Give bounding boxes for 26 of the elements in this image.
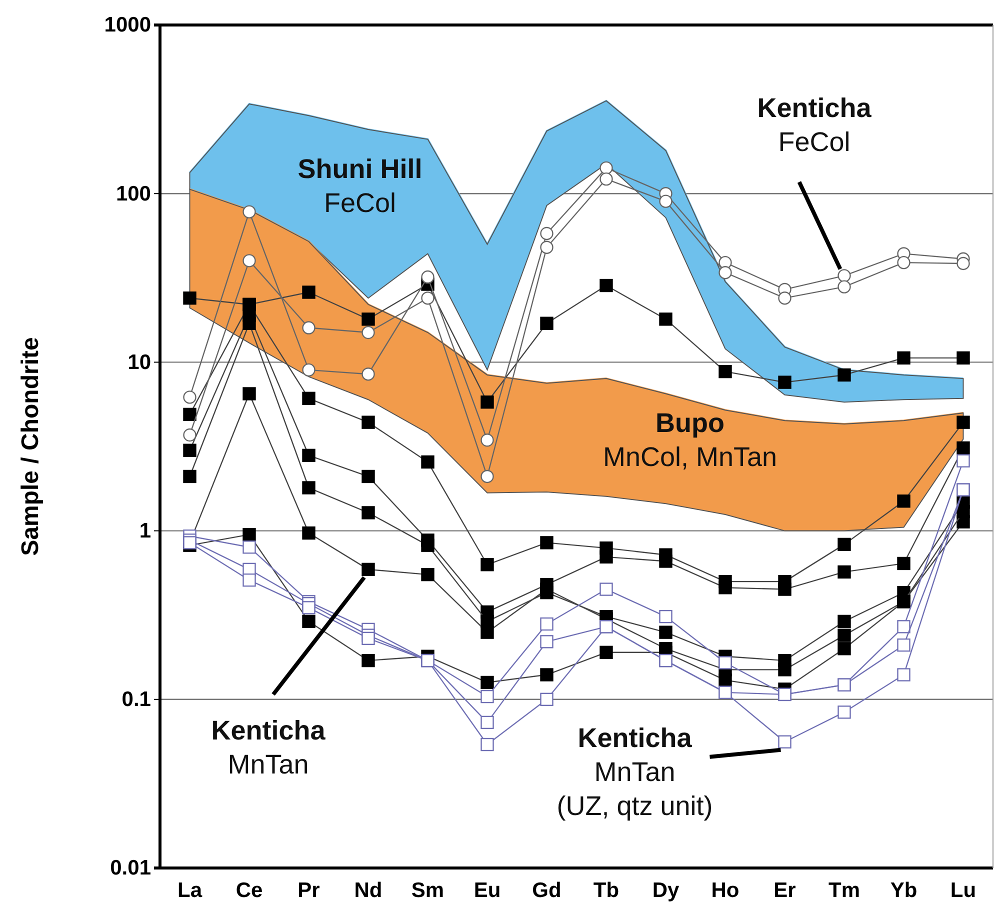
x-tick-label: Pr	[298, 878, 320, 902]
y-tick-label: 10	[128, 350, 151, 374]
x-tick-label: La	[177, 878, 202, 902]
x-tick-label: Nd	[354, 878, 382, 902]
y-tick-label: 1	[139, 520, 152, 543]
x-tick-label: Ce	[236, 878, 263, 902]
y-tick-label: 0.01	[110, 856, 152, 880]
x-tick-label: Dy	[652, 878, 680, 902]
x-tick-label: Er	[774, 878, 796, 902]
y-axis-title: Sample / Chondrite	[17, 337, 44, 556]
x-tick-label: Ho	[711, 878, 740, 902]
x-tick-label: Tm	[828, 878, 860, 902]
x-tick-label: Eu	[474, 878, 501, 902]
x-tick-label: Gd	[532, 878, 562, 902]
y-tick-label: 1000	[104, 14, 151, 37]
annotation: Kenticha MnTan (UZ, qtz unit)	[556, 722, 713, 821]
annotation: Kenticha FeCol	[757, 93, 872, 158]
x-tick-label: Sm	[411, 878, 444, 902]
y-tick-label: 100	[116, 182, 151, 206]
x-tick-label: Lu	[950, 878, 976, 902]
x-tick-label: Tb	[593, 878, 620, 902]
annotation: Kenticha MnTan	[211, 715, 326, 780]
x-tick-label: Yb	[890, 878, 918, 902]
y-tick-label: 0.1	[122, 688, 152, 712]
annotation: Shuni Hill FeCol	[298, 154, 422, 218]
annotation: Bupo MnCol, MnTan	[602, 408, 778, 472]
